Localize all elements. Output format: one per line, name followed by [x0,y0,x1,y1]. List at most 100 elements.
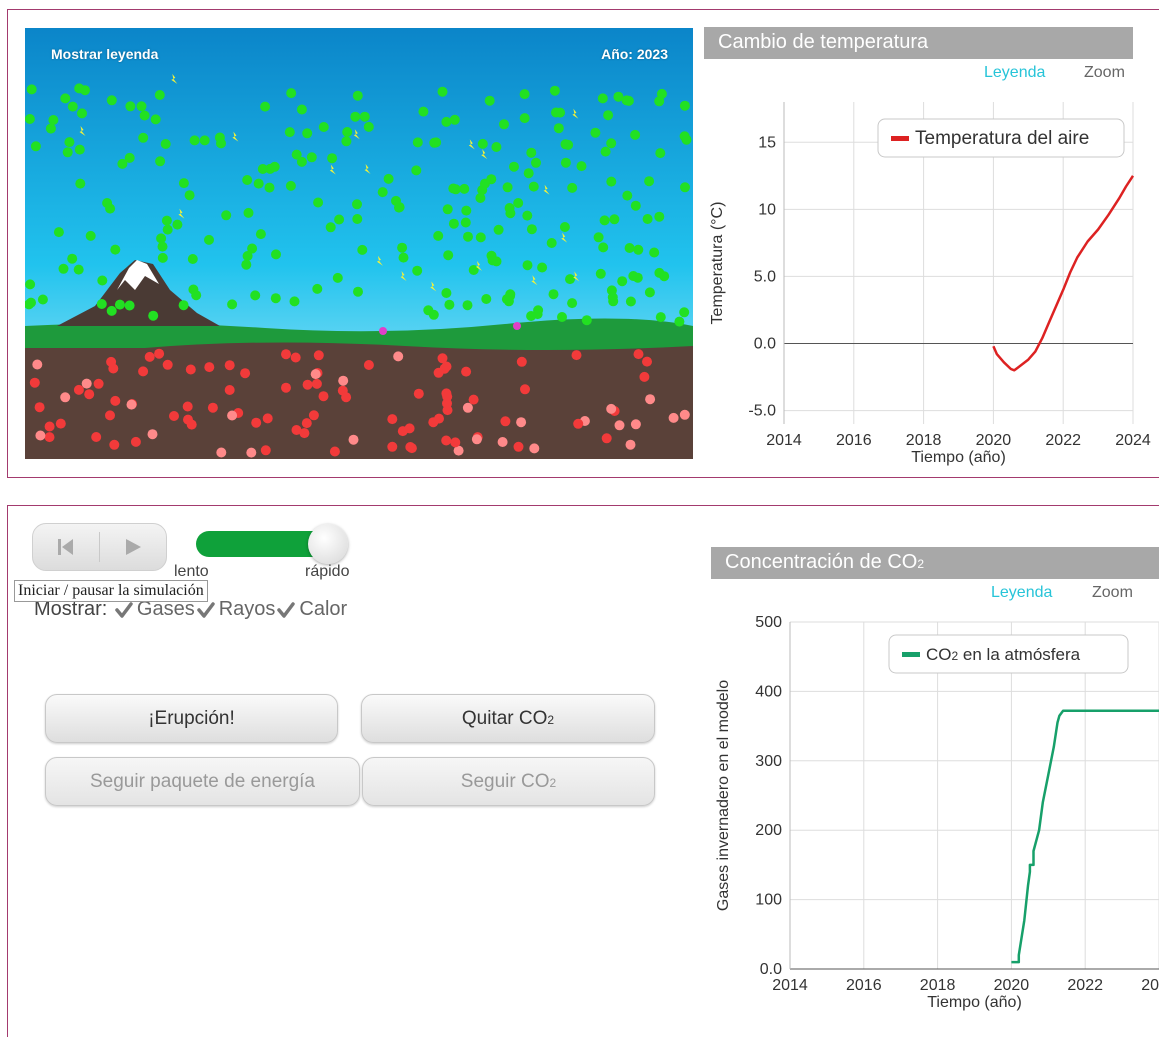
gas-molecule [559,222,570,232]
heat-particle [434,413,444,424]
gas-molecule [124,300,135,311]
heat-particle [516,356,527,367]
gas-molecule [502,182,513,193]
remove-co2-button[interactable]: Quitar CO2 [361,694,655,743]
heat-particle [437,353,448,364]
gas-molecule [117,158,128,169]
legend-box [877,118,1125,158]
heat-particle [73,384,84,395]
legend-entry: CO2 en la atmósfera [926,645,1081,664]
heat-particle [318,391,329,402]
gas-molecule [110,244,121,255]
gas-molecule [383,173,394,184]
legend-subscript: 2 [952,649,959,663]
y-tick-label: 100 [755,892,782,909]
heat-particle [138,366,149,377]
heat-particle [413,388,424,399]
speed-slider-track[interactable] [196,531,326,557]
legend-entry: Temperatura del aire [915,128,1089,149]
gas-molecule [644,176,655,187]
series-line [1011,709,1159,964]
gas-molecule [80,85,90,96]
gas-molecule [546,238,557,248]
heat-particle [144,351,155,362]
gas-molecule [352,90,363,101]
gas-molecule [418,106,429,117]
gas-molecule [621,95,632,106]
gas-molecule [85,230,96,241]
gas-molecule [352,214,363,224]
temperature-zoom-link[interactable]: Zoom [1084,64,1125,81]
greenhouse-simulation-view[interactable]: Mostrar leyenda Año: 2023 [25,28,693,459]
follow-energy-packet-button[interactable]: Seguir paquete de energía [45,757,360,806]
gas-molecule [680,182,690,193]
follow-co2-button[interactable]: Seguir CO2 [362,757,655,806]
show-label: Mostrar: [34,598,108,621]
gas-molecule [353,286,363,297]
gas-molecule [37,294,48,305]
eruption-button[interactable]: ¡Erupción! [45,694,338,743]
co2-zoom-link[interactable]: Zoom [1092,584,1133,601]
gas-molecule [216,138,226,149]
heat-particle [441,361,452,372]
gas-molecule [486,174,497,185]
gas-molecule [519,89,530,100]
gas-molecule [74,144,85,155]
heat-particle [633,349,644,360]
heat-particle [93,378,104,389]
heat-particle [405,442,416,452]
heat-particle [453,445,464,456]
gases-checkbox-label[interactable]: Gases [136,598,195,621]
gas-molecule [599,215,610,226]
heat-particle [130,436,141,447]
gases-checkbox[interactable] [115,601,133,619]
gas-molecule [630,129,641,140]
gas-molecule [154,90,165,100]
gas-molecule [625,296,636,307]
heat-checkbox[interactable] [277,601,296,619]
heat-particle [240,368,251,379]
gas-molecule [45,123,56,134]
gas-molecule [332,272,343,283]
gas-molecule [526,224,537,235]
temperature-legend-link[interactable]: Leyenda [984,64,1046,81]
gas-molecule [58,263,69,274]
gas-molecule [155,156,166,167]
volcano [57,260,220,326]
energy-packet [400,270,407,281]
gas-molecule [73,264,84,275]
gas-molecule [253,178,264,189]
gas-molecule [448,218,459,229]
play-icon [126,539,141,555]
energy-packet [430,281,437,292]
heat-particle [311,378,322,389]
rays-checkbox-label[interactable]: Rayos [218,598,276,621]
speed-slider-handle[interactable] [308,524,348,564]
remove-co2-label: Quitar CO [461,708,548,729]
heat-particle [227,410,238,421]
rays-checkbox[interactable] [196,601,215,619]
legend-text: CO [926,645,952,664]
gas-molecule [597,93,608,104]
gas-molecule [125,101,136,112]
skip-back-icon [58,539,73,555]
step-back-button[interactable] [33,524,99,570]
gas-molecule [537,262,548,273]
gas-molecule [178,178,189,189]
legend: Temperatura del aire [877,118,1125,158]
energy-packet [364,163,371,174]
x-tick-label: 2020 [976,432,1012,449]
gas-molecule [513,198,524,208]
gas-molecule [655,312,666,323]
follow-co2-subscript: 2 [549,776,557,790]
playback-controls [32,523,167,571]
gas-molecule [97,275,108,286]
heat-checkbox-label[interactable]: Calor [299,598,348,621]
co2-legend-link[interactable]: Leyenda [991,584,1053,601]
show-legend-link[interactable]: Mostrar leyenda [51,46,159,62]
heat-particle [313,350,324,361]
play-pause-button[interactable] [100,524,166,570]
gas-molecule [30,141,41,152]
gas-molecule [302,128,313,139]
follow-co2-label: Seguir CO [460,771,550,792]
